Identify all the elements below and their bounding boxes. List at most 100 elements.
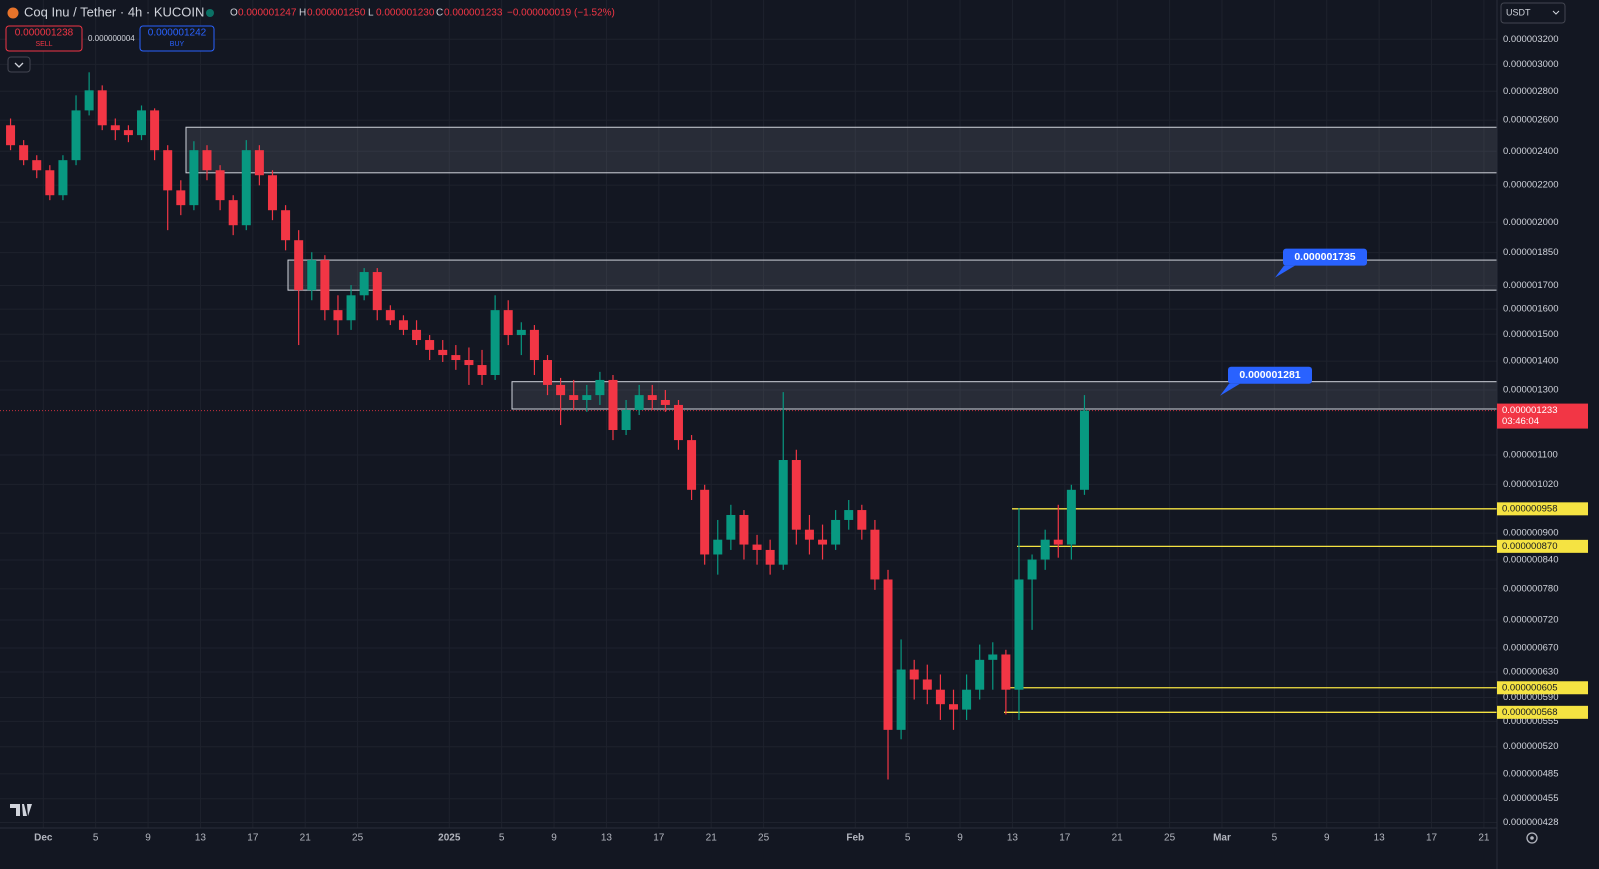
currency-dropdown[interactable] xyxy=(1500,2,1566,24)
buy-price: 0.000001242 xyxy=(148,28,207,39)
candle-body xyxy=(804,529,814,540)
candle-body xyxy=(71,110,81,161)
candle-body xyxy=(739,514,749,545)
level-tag xyxy=(1497,681,1588,695)
spread: 0.000000004 xyxy=(88,34,135,43)
candle-body xyxy=(45,170,55,196)
y-tick-label: 0.000000590 xyxy=(1503,692,1558,703)
y-tick-label: 0.000001850 xyxy=(1503,247,1558,258)
candle-body xyxy=(1066,489,1076,545)
chevron-icon xyxy=(1552,10,1560,15)
candle-body xyxy=(713,539,723,555)
candle-body xyxy=(935,689,945,705)
candle-body xyxy=(254,150,264,176)
x-tick-label: 21 xyxy=(1478,833,1490,844)
settings-icon-center xyxy=(1530,836,1534,840)
zone xyxy=(185,126,1498,174)
candle-body xyxy=(896,669,906,730)
candle-body xyxy=(529,329,539,361)
candle-body xyxy=(962,689,972,710)
y-tick-label: 0.000001020 xyxy=(1503,479,1558,490)
sell-label: SELL xyxy=(35,41,52,48)
y-tick-label: 0.000001500 xyxy=(1503,329,1558,340)
symbol-title[interactable]: Coq Inu / Tether · 4h · KUCOIN xyxy=(24,4,204,19)
y-tick-label: 0.000000780 xyxy=(1503,583,1558,594)
candle-body xyxy=(988,654,998,660)
candle-body xyxy=(385,310,395,321)
candle-body xyxy=(791,460,801,530)
currency: USDT xyxy=(1506,7,1531,17)
candle-body xyxy=(490,310,500,376)
x-tick-label: 9 xyxy=(957,833,963,844)
candle-body xyxy=(32,160,42,171)
y-tick-label: 0.000000455 xyxy=(1503,793,1558,804)
candle-body xyxy=(595,379,605,396)
countdown: 03:46:04 xyxy=(1502,416,1539,427)
ohlc-value: 0.000001233 xyxy=(444,8,503,19)
candle-body xyxy=(372,272,382,311)
candle-body xyxy=(608,379,618,431)
sell-button[interactable] xyxy=(5,25,83,52)
ohlc-key: L xyxy=(368,8,374,19)
x-tick-label: 21 xyxy=(706,833,718,844)
candle-body xyxy=(346,295,356,321)
ohlc-value: 0.000001250 xyxy=(307,8,366,19)
y-tick-label: 0.000003000 xyxy=(1503,59,1558,70)
candle-body xyxy=(294,240,304,291)
ohlc-key: C xyxy=(436,8,443,19)
symbol-icon xyxy=(7,7,19,19)
x-tick-label: 13 xyxy=(1007,833,1019,844)
x-tick-label: 21 xyxy=(1112,833,1124,844)
y-tick-label: 0.000002200 xyxy=(1503,180,1558,191)
candle-body xyxy=(320,260,330,311)
candle-body xyxy=(150,110,160,151)
candle-body xyxy=(726,514,736,540)
candle-body xyxy=(58,160,68,196)
candle-body xyxy=(97,90,107,126)
ohlc-key: O xyxy=(230,8,238,19)
y-tick-label: 0.000003200 xyxy=(1503,34,1558,45)
callout-box xyxy=(1283,248,1367,266)
y-tick-label: 0.000001700 xyxy=(1503,280,1558,291)
candle-body xyxy=(84,90,94,111)
candle-body xyxy=(1001,654,1011,690)
x-tick-label: 9 xyxy=(145,833,151,844)
candle-body xyxy=(1027,559,1037,580)
x-tick-label: 13 xyxy=(1374,833,1386,844)
candle-body xyxy=(543,360,553,385)
candle-body xyxy=(359,272,369,296)
candle-body xyxy=(110,125,120,131)
plot-area xyxy=(0,0,1498,828)
x-tick-label: Dec xyxy=(34,833,53,844)
collapse-button[interactable] xyxy=(7,56,31,73)
settings-icon[interactable] xyxy=(1526,832,1538,844)
candle-body xyxy=(137,110,147,136)
level-tag-label: 0.000000958 xyxy=(1502,503,1557,514)
candle-body xyxy=(647,395,657,400)
x-tick-label: Feb xyxy=(846,833,864,844)
x-tick-label: 2025 xyxy=(438,833,461,844)
x-tick-label: 13 xyxy=(195,833,207,844)
candle-body xyxy=(398,320,408,330)
x-tick-label: 17 xyxy=(1059,833,1071,844)
candle-body xyxy=(870,529,880,580)
callout-label: 0.000001735 xyxy=(1294,251,1355,263)
candle-body xyxy=(451,355,461,361)
candle-body xyxy=(333,310,343,321)
callout-box xyxy=(1228,366,1312,384)
ohlc-value: 0.000001247 xyxy=(238,8,297,19)
y-tick-label: 0.000001100 xyxy=(1503,450,1558,461)
x-tick-label: 17 xyxy=(1426,833,1438,844)
x-tick-label: 25 xyxy=(758,833,770,844)
candle-body xyxy=(818,539,828,545)
candle-body xyxy=(202,150,212,171)
candle-body xyxy=(831,519,841,545)
candle-body xyxy=(778,460,788,565)
y-tick-label: 0.000002000 xyxy=(1503,217,1558,228)
candle-body xyxy=(163,150,173,191)
x-tick-label: 17 xyxy=(247,833,259,844)
x-tick-label: 21 xyxy=(300,833,312,844)
buy-button[interactable] xyxy=(139,25,215,52)
sell-price: 0.000001238 xyxy=(15,28,74,39)
y-tick-label: 0.000000670 xyxy=(1503,643,1558,654)
